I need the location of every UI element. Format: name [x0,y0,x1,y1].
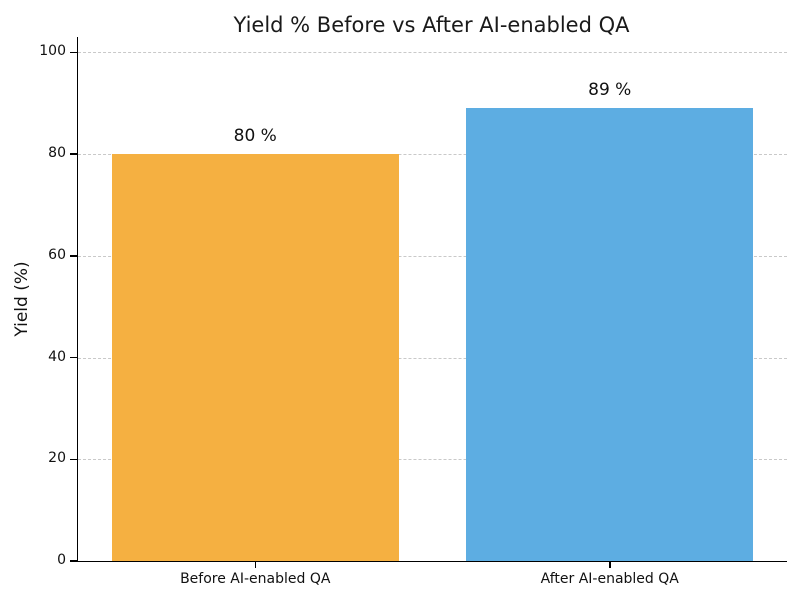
y-tick-mark [69,255,77,257]
gridline [78,52,787,54]
y-tick-mark [69,51,77,53]
y-tick-label: 80 [48,145,66,161]
plot-area: 0 20 40 60 80 100 80 % Before AI-enabled QA 89 %… [39,37,787,587]
gridline [78,154,787,155]
chart-title: Yield % Before vs After AI-enabled QA [233,13,630,37]
y-tick-mark [69,560,77,562]
x-tick-label: After AI-enabled QA [540,571,679,587]
y-tick-label: 100 [39,43,66,60]
gridline [78,459,787,461]
value-label: 80 % [233,126,277,146]
x-tick-label: Before AI-enabled QA [180,571,331,587]
y-axis-label: Yield (%) [12,261,32,337]
value-label: 89 % [588,80,632,101]
bar [466,108,754,561]
y-tick-label: 20 [48,450,66,467]
y-tick-mark [69,153,77,155]
x-tick-mark [609,562,611,568]
bar [111,154,399,561]
y-tick-label: 60 [48,246,66,263]
y-tick-label: 0 [57,552,66,568]
y-tick-label: 40 [48,348,66,365]
gridline [78,357,787,359]
y-tick-mark [69,458,77,460]
gridline [78,255,787,257]
y-tick-mark [69,356,77,359]
x-tick-mark [254,562,256,568]
